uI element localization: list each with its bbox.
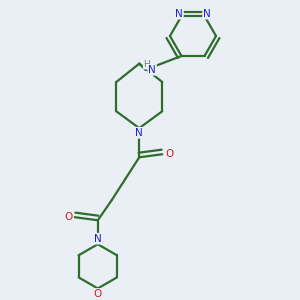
Text: O: O [165,149,173,159]
Text: N: N [175,9,183,19]
Text: H: H [144,60,150,69]
Text: N: N [148,65,156,75]
Text: O: O [94,289,102,299]
Text: N: N [94,234,102,244]
Text: N: N [203,9,211,19]
Text: O: O [64,212,72,222]
Text: N: N [135,128,143,138]
